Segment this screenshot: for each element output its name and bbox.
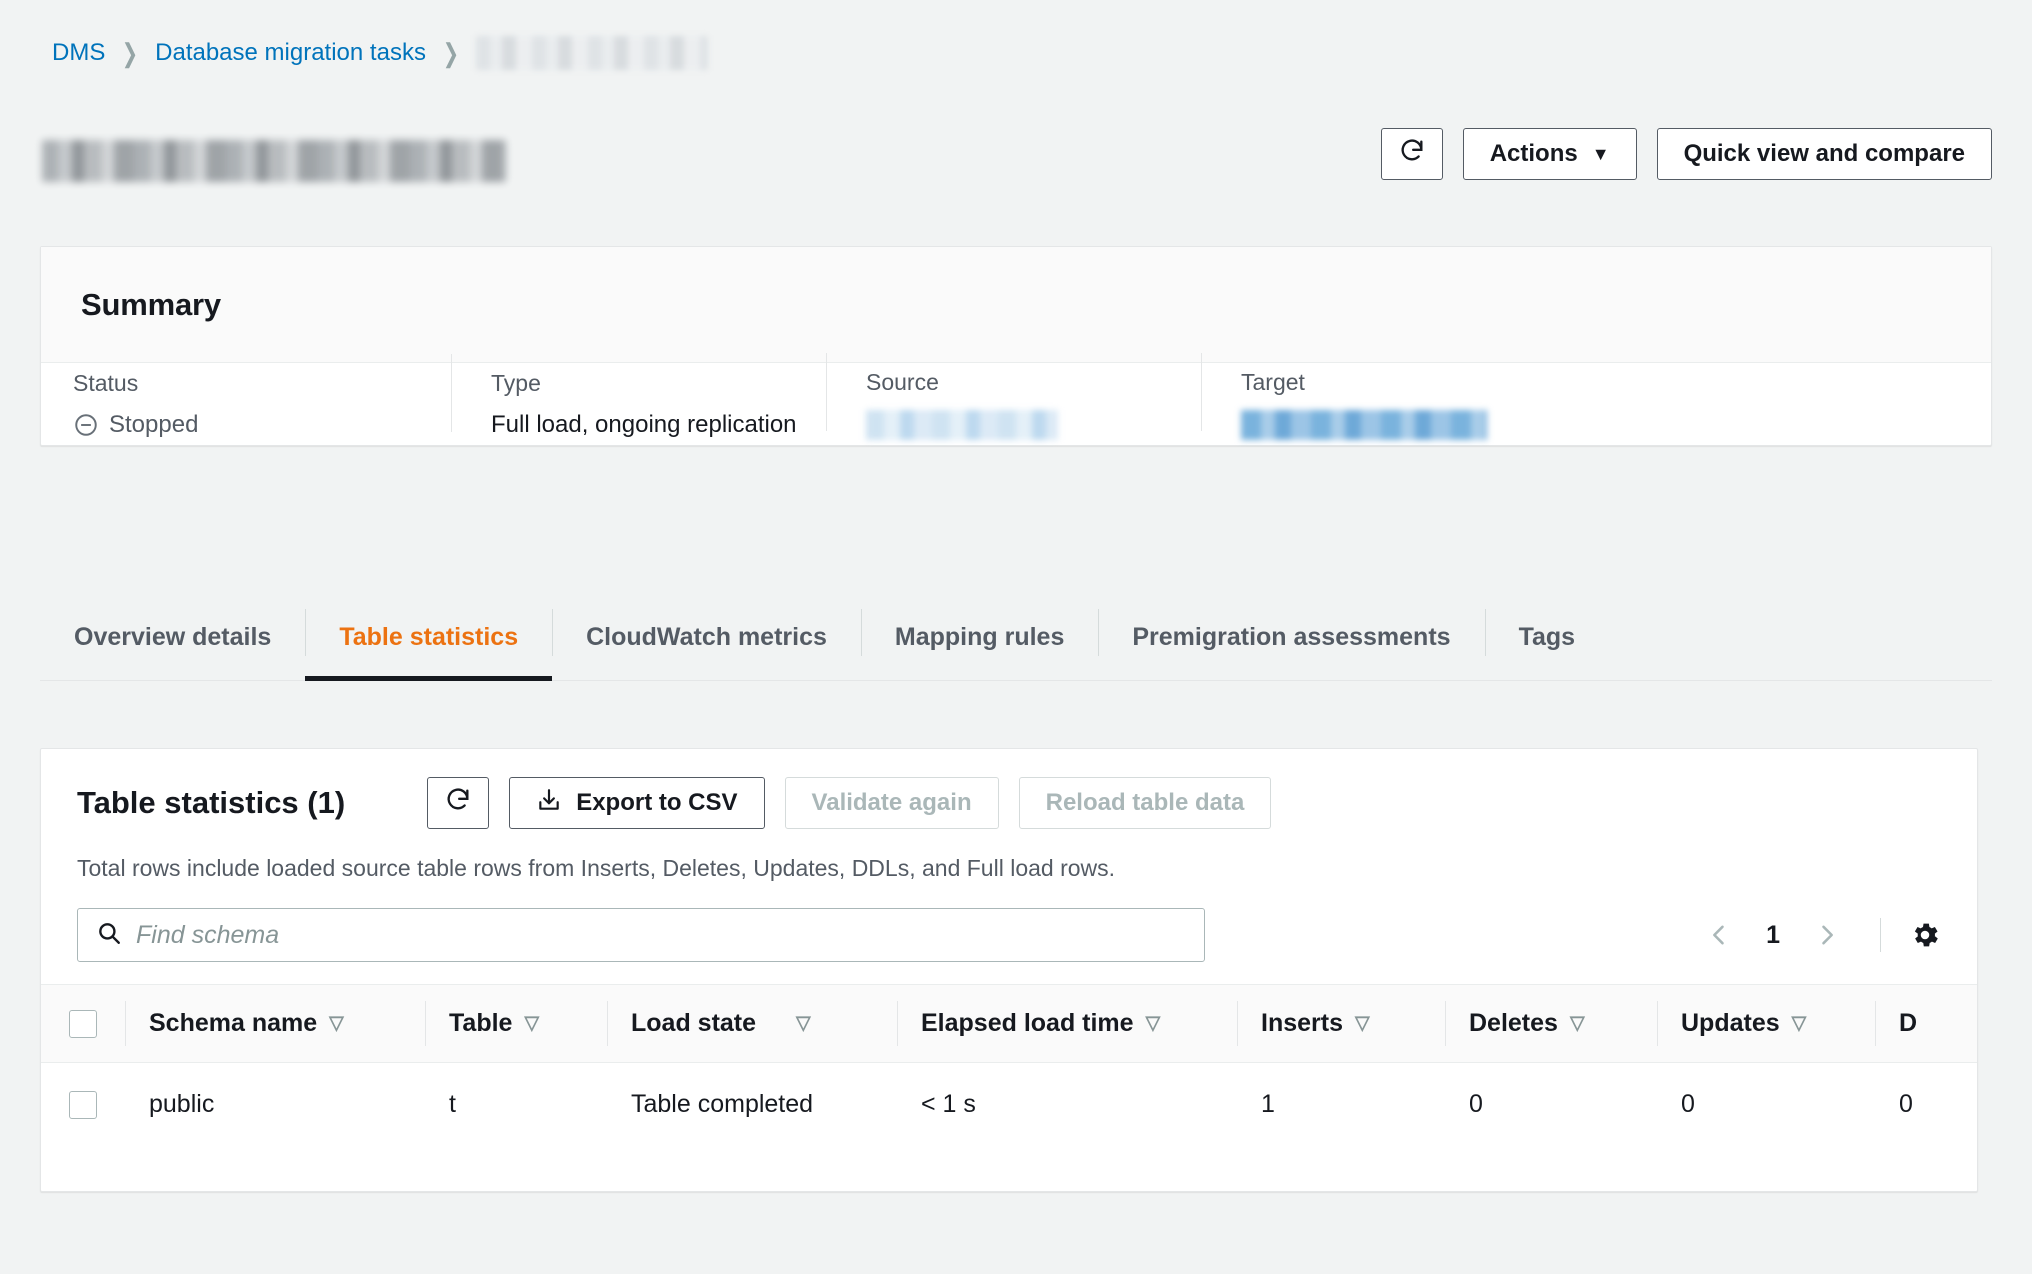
- pagination: 1: [1694, 910, 1941, 960]
- sort-icon: ▽: [1354, 1013, 1370, 1034]
- cell-deletes: 0: [1469, 1090, 1483, 1119]
- sort-icon: ▽: [1145, 1013, 1161, 1034]
- status-value: Stopped: [109, 410, 199, 438]
- download-icon: [536, 787, 562, 820]
- refresh-icon: [1398, 137, 1426, 172]
- column-label: D: [1899, 1009, 1918, 1037]
- summary-header: Summary: [41, 247, 1991, 363]
- gear-icon[interactable]: [1909, 919, 1941, 951]
- refresh-button[interactable]: [1380, 128, 1443, 180]
- reload-table-data-button[interactable]: Reload table data: [1018, 777, 1272, 829]
- actions-dropdown-button[interactable]: Actions ▼: [1462, 128, 1637, 180]
- table-header-row: Schema name ▽ Table ▽ Load state ▽: [41, 984, 1977, 1063]
- cell-schema-name: public: [149, 1090, 215, 1119]
- breadcrumb: DMS ❯ Database migration tasks ❯: [52, 36, 708, 70]
- target-label: Target: [1241, 368, 1305, 395]
- sort-icon: ▽: [796, 1013, 811, 1034]
- export-to-csv-button[interactable]: Export to CSV: [509, 777, 765, 829]
- page-title: [42, 140, 506, 182]
- cell-elapsed-load-time: < 1 s: [921, 1090, 976, 1119]
- column-header-table[interactable]: Table ▽: [425, 985, 607, 1063]
- table-filter-row: 1: [41, 882, 1977, 984]
- column-label: Load state: [631, 1009, 757, 1037]
- select-all-header: [41, 985, 125, 1063]
- select-all-checkbox[interactable]: [69, 1009, 97, 1038]
- tab-premigration-assessments[interactable]: Premigration assessments: [1098, 595, 1484, 680]
- cell-ddls: 0: [1899, 1090, 1913, 1119]
- table-row[interactable]: public t Table completed < 1 s 1 0 0 0: [41, 1063, 1977, 1147]
- column-header-schema-name[interactable]: Schema name ▽: [125, 985, 425, 1063]
- breadcrumb-item-database-migration-tasks[interactable]: Database migration tasks: [155, 39, 426, 66]
- tab-cloudwatch-metrics[interactable]: CloudWatch metrics: [552, 595, 861, 680]
- column-label: Updates: [1681, 1009, 1780, 1037]
- validate-again-button[interactable]: Validate again: [784, 777, 999, 829]
- row-select-cell: [41, 1063, 125, 1147]
- table-statistics-header: Table statistics (1): [41, 749, 1977, 882]
- table-statistics-toolbar: Export to CSV Validate again Reload tabl…: [427, 777, 1272, 829]
- table-statistics-description: Total rows include loaded source table r…: [77, 855, 1116, 881]
- tab-tags[interactable]: Tags: [1484, 595, 1610, 680]
- cell-inserts: 1: [1261, 1090, 1275, 1119]
- chevron-right-icon[interactable]: [1802, 910, 1852, 960]
- table-statistics-title: Table statistics (1): [77, 785, 346, 820]
- table-refresh-button[interactable]: [427, 777, 490, 829]
- chevron-down-icon: ▼: [1591, 144, 1610, 164]
- breadcrumb-item-task-redacted[interactable]: [475, 36, 708, 70]
- table-statistics-panel: Table statistics (1): [40, 748, 1978, 1192]
- summary-body: Status Stopped Type Full load, ongoing r…: [41, 352, 1991, 445]
- column-header-deletes[interactable]: Deletes ▽: [1445, 985, 1657, 1063]
- type-label: Type: [491, 369, 541, 396]
- source-label: Source: [866, 368, 939, 395]
- sort-icon: ▽: [1791, 1013, 1807, 1034]
- chevron-left-icon[interactable]: [1694, 910, 1744, 960]
- page-actions-toolbar: Actions ▼ Quick view and compare: [1380, 128, 1992, 180]
- refresh-icon: [444, 786, 472, 821]
- column-header-load-state[interactable]: Load state ▽: [607, 985, 897, 1063]
- target-value-redacted[interactable]: [1241, 409, 1487, 440]
- source-value-redacted[interactable]: [866, 409, 1058, 440]
- quick-view-and-compare-button[interactable]: Quick view and compare: [1656, 128, 1992, 180]
- breadcrumb-item-dms[interactable]: DMS: [52, 39, 106, 66]
- breadcrumb-chevron-icon: ❯: [442, 37, 460, 68]
- type-value: Full load, ongoing replication: [491, 410, 797, 438]
- stopped-circle-minus-icon: [73, 412, 99, 438]
- column-label: Elapsed load time: [921, 1009, 1134, 1037]
- column-header-elapsed-load-time[interactable]: Elapsed load time ▽: [897, 985, 1237, 1063]
- actions-label: Actions: [1489, 140, 1578, 167]
- cell-updates: 0: [1681, 1090, 1695, 1119]
- summary-heading: Summary: [81, 286, 221, 322]
- column-label: Table: [449, 1009, 513, 1037]
- search-input[interactable]: [136, 920, 1186, 950]
- column-label: Schema name: [149, 1009, 318, 1037]
- column-header-updates[interactable]: Updates ▽: [1657, 985, 1875, 1063]
- breadcrumb-chevron-icon: ❯: [122, 37, 139, 68]
- tab-bar: Overview details Table statistics CloudW…: [40, 595, 1992, 681]
- summary-field-type: Type Full load, ongoing replication: [451, 353, 826, 439]
- summary-field-status: Status Stopped: [41, 370, 451, 439]
- search-schema-box[interactable]: [77, 908, 1205, 962]
- tab-table-statistics[interactable]: Table statistics: [305, 595, 552, 681]
- summary-field-target: Target: [1201, 352, 1601, 440]
- status-label: Status: [73, 369, 139, 396]
- sort-icon: ▽: [524, 1013, 540, 1034]
- pagination-divider: [1880, 918, 1881, 952]
- summary-field-source: Source: [826, 352, 1201, 440]
- sort-icon: ▽: [329, 1013, 344, 1034]
- cell-load-state: Table completed: [631, 1090, 814, 1119]
- summary-panel: Summary Status Stopped Type Full load, o…: [40, 246, 1992, 446]
- tab-mapping-rules[interactable]: Mapping rules: [860, 595, 1098, 680]
- export-to-csv-label: Export to CSV: [576, 789, 738, 816]
- search-icon: [96, 920, 122, 951]
- cell-table: t: [449, 1090, 456, 1119]
- column-header-inserts[interactable]: Inserts ▽: [1237, 985, 1445, 1063]
- column-label: Deletes: [1469, 1009, 1558, 1037]
- page-number-1[interactable]: 1: [1766, 920, 1780, 949]
- column-label: Inserts: [1261, 1009, 1343, 1037]
- row-checkbox[interactable]: [69, 1090, 97, 1119]
- column-header-ddls-truncated[interactable]: D: [1875, 985, 1977, 1063]
- table-statistics-table: Schema name ▽ Table ▽ Load state ▽: [41, 984, 1977, 1147]
- sort-icon: ▽: [1569, 1013, 1585, 1034]
- tab-overview-details[interactable]: Overview details: [74, 623, 272, 651]
